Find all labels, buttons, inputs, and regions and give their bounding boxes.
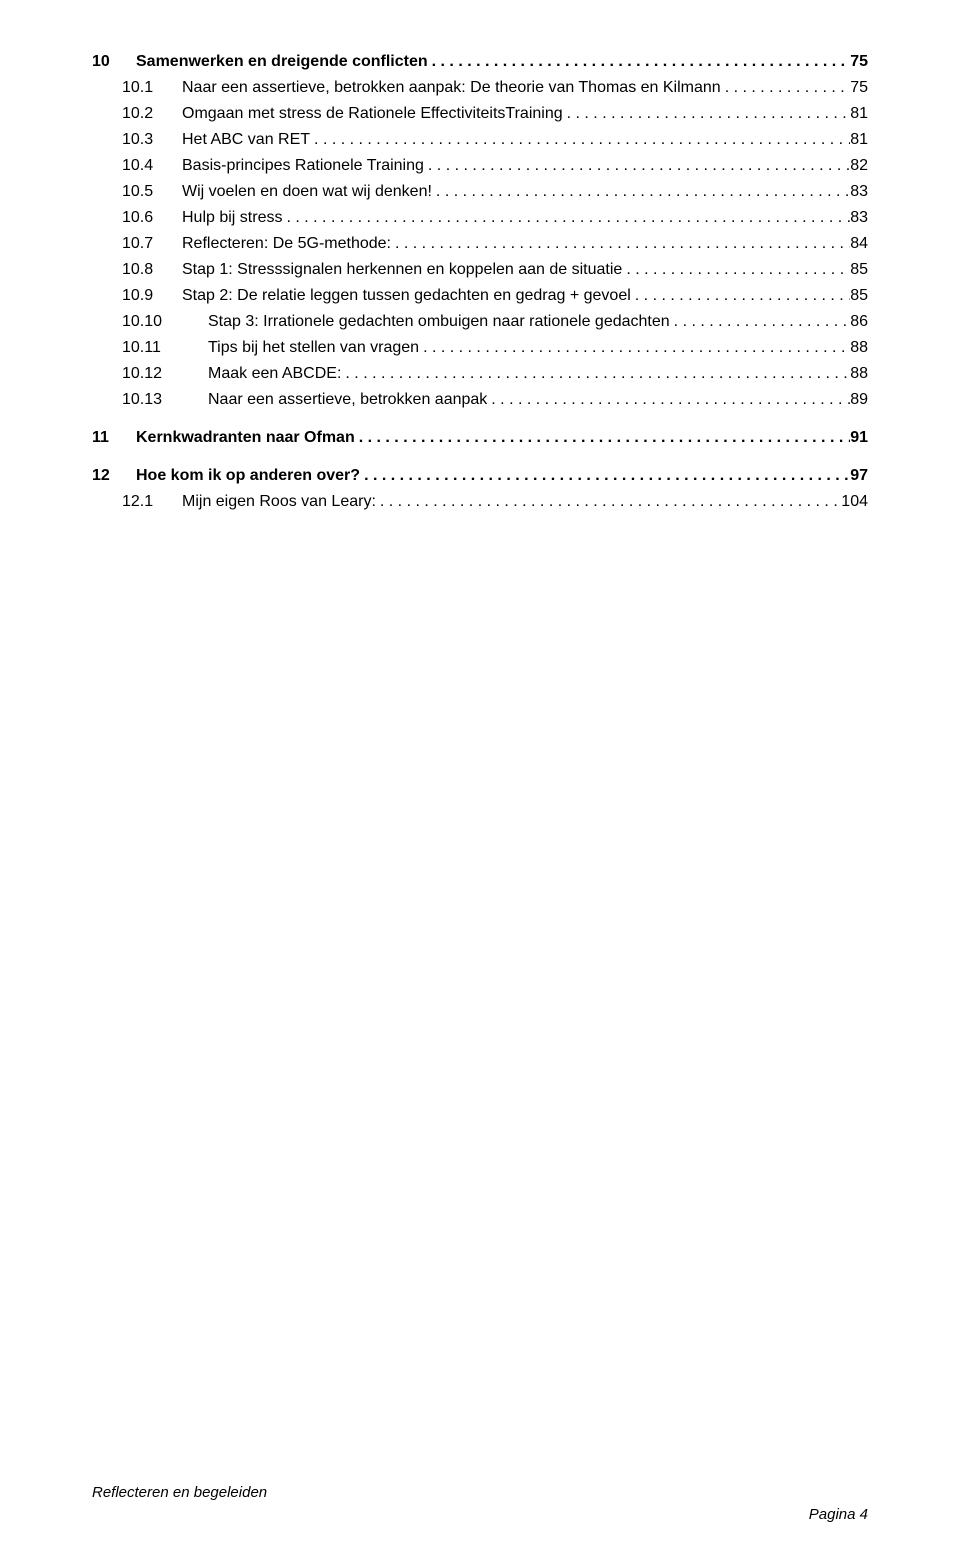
toc-entry-title: Hulp bij stress [182,206,282,230]
toc-entry-title: Reflecteren: De 5G-methode: [182,232,391,256]
toc-entry-number: 10.12 [122,362,208,386]
toc-leader-dots [631,284,850,308]
page-footer: Reflecteren en begeleiden Pagina 4 [92,1484,868,1501]
toc-leader-dots [428,50,851,74]
toc-entry-page: 89 [850,388,868,412]
toc-entry-page: 75 [850,50,868,74]
toc-leader-dots [419,336,850,360]
toc-entry-page: 85 [850,258,868,282]
toc-entry-title: Het ABC van RET [182,128,310,152]
toc-entry: 10.9Stap 2: De relatie leggen tussen ged… [92,284,868,308]
toc-entry: 10Samenwerken en dreigende conflicten 75 [92,50,868,74]
toc-leader-dots [622,258,850,282]
toc-entry-title: Naar een assertieve, betrokken aanpak: D… [182,76,721,100]
toc-leader-dots [487,388,850,412]
toc-entry-page: 85 [850,284,868,308]
toc-entry-title: Wij voelen en doen wat wij denken! [182,180,432,204]
toc-entry-number: 10.1 [122,76,182,100]
toc-entry: 12.1Mijn eigen Roos van Leary: 104 [92,490,868,514]
toc-entry-page: 84 [850,232,868,256]
toc-entry-number: 10.4 [122,154,182,178]
toc-entry: 10.2Omgaan met stress de Rationele Effec… [92,102,868,126]
toc-entry: 10.4Basis-principes Rationele Training 82 [92,154,868,178]
footer-page-number: Pagina 4 [809,1506,868,1523]
toc-entry-number: 12.1 [122,490,182,514]
toc-entry-page: 83 [850,180,868,204]
toc-entry-page: 82 [850,154,868,178]
toc-entry-number: 10.7 [122,232,182,256]
toc-leader-dots [670,310,851,334]
toc-entry-page: 91 [850,426,868,450]
toc-entry-page: 88 [850,336,868,360]
toc-entry-number: 12 [92,464,136,488]
toc-entry-page: 104 [841,490,868,514]
table-of-contents: 10Samenwerken en dreigende conflicten751… [92,50,868,514]
toc-entry: 10.5Wij voelen en doen wat wij denken! 83 [92,180,868,204]
toc-entry-number: 11 [92,426,136,450]
toc-entry: 10.7Reflecteren: De 5G-methode: 84 [92,232,868,256]
toc-entry-title: Tips bij het stellen van vragen [208,336,419,360]
toc-entry-page: 88 [850,362,868,386]
toc-entry-title: Maak een ABCDE: [208,362,341,386]
toc-leader-dots [282,206,850,230]
toc-entry-title: Basis-principes Rationele Training [182,154,424,178]
toc-entry: 10.3Het ABC van RET 81 [92,128,868,152]
page: 10Samenwerken en dreigende conflicten751… [0,0,960,1551]
toc-entry: 10.8Stap 1: Stresssignalen herkennen en … [92,258,868,282]
toc-entry-number: 10.6 [122,206,182,230]
toc-entry-page: 97 [850,464,868,488]
toc-leader-dots [360,464,850,488]
toc-entry-title: Naar een assertieve, betrokken aanpak [208,388,487,412]
toc-entry: 10.10Stap 3: Irrationele gedachten ombui… [92,310,868,334]
toc-leader-dots [432,180,850,204]
toc-entry-page: 83 [850,206,868,230]
toc-entry-number: 10.2 [122,102,182,126]
toc-leader-dots [355,426,850,450]
toc-entry-title: Stap 3: Irrationele gedachten ombuigen n… [208,310,670,334]
toc-leader-dots [424,154,850,178]
toc-entry-number: 10.5 [122,180,182,204]
toc-leader-dots [563,102,851,126]
toc-entry: 12Hoe kom ik op anderen over? 97 [92,464,868,488]
toc-entry-title: Hoe kom ik op anderen over? [136,464,360,488]
toc-entry-page: 86 [850,310,868,334]
toc-entry-title: Stap 1: Stresssignalen herkennen en kopp… [182,258,622,282]
toc-entry-page: 81 [850,128,868,152]
toc-entry-number: 10 [92,50,136,74]
toc-entry-number: 10.13 [122,388,208,412]
toc-entry-title: Samenwerken en dreigende conflicten [136,50,428,74]
toc-leader-dots [341,362,850,386]
toc-leader-dots [391,232,850,256]
toc-leader-dots [721,76,851,100]
toc-entry: 11Kernkwadranten naar Ofman 91 [92,426,868,450]
toc-entry-title: Omgaan met stress de Rationele Effectivi… [182,102,563,126]
toc-leader-dots [310,128,850,152]
toc-entry: 10.13Naar een assertieve, betrokken aanp… [92,388,868,412]
toc-entry-page: 75 [850,76,868,100]
toc-entry: 10.12Maak een ABCDE: 88 [92,362,868,386]
toc-entry-number: 10.8 [122,258,182,282]
toc-entry-number: 10.3 [122,128,182,152]
toc-entry-number: 10.11 [122,336,208,360]
toc-entry-title: Stap 2: De relatie leggen tussen gedacht… [182,284,631,308]
toc-entry: 10.11Tips bij het stellen van vragen 88 [92,336,868,360]
footer-title: Reflecteren en begeleiden [92,1484,868,1501]
toc-entry-number: 10.10 [122,310,208,334]
toc-entry-page: 81 [850,102,868,126]
toc-entry: 10.1Naar een assertieve, betrokken aanpa… [92,76,868,100]
toc-entry-title: Mijn eigen Roos van Leary: [182,490,376,514]
toc-entry-title: Kernkwadranten naar Ofman [136,426,355,450]
toc-leader-dots [376,490,841,514]
toc-entry-number: 10.9 [122,284,182,308]
toc-entry: 10.6Hulp bij stress 83 [92,206,868,230]
